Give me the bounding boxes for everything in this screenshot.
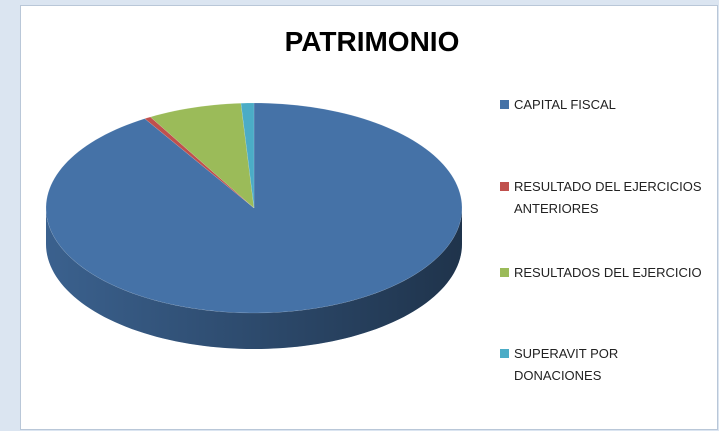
legend-label: RESULTADOS DEL EJERCICIO — [514, 265, 702, 280]
legend-label: RESULTADO DEL EJERCICIOS ANTERIORES — [514, 179, 702, 216]
legend-entry: RESULTADOS DEL EJERCICIO — [500, 262, 702, 284]
chart-title: PATRIMONIO — [284, 26, 460, 57]
legend-entry: RESULTADO DEL EJERCICIOS ANTERIORES — [500, 176, 702, 220]
legend-entry: CAPITAL FISCAL — [500, 94, 700, 116]
pie-slice — [149, 102, 255, 209]
legend-swatch — [500, 268, 509, 277]
pie-side-shade — [46, 208, 462, 349]
legend-swatch — [500, 100, 509, 109]
legend-entry: SUPERAVIT POR DONACIONES — [500, 343, 700, 387]
legend-label: SUPERAVIT POR DONACIONES — [514, 346, 619, 383]
legend-swatch — [500, 349, 509, 358]
pie-slice — [144, 116, 255, 209]
legend-label: CAPITAL FISCAL — [514, 97, 616, 112]
legend-swatch — [500, 182, 509, 191]
pie-slice — [240, 102, 255, 209]
